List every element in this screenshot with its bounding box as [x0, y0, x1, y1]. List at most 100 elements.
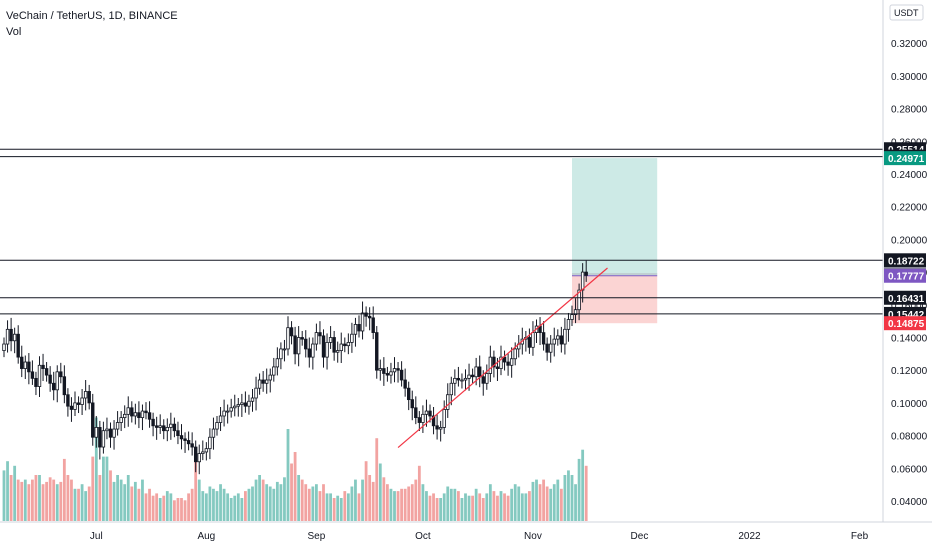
price-label-box: [884, 151, 926, 166]
stop-zone[interactable]: [572, 275, 658, 324]
volume-bar: [549, 488, 553, 521]
candle-body: [247, 400, 251, 407]
volume-bar: [545, 486, 549, 521]
volume-bar: [520, 493, 524, 521]
price-label-box: [884, 316, 926, 331]
volume-bar: [538, 484, 542, 521]
candle-body: [367, 315, 372, 319]
volume-bar: [16, 479, 20, 521]
volume-bar: [464, 493, 467, 521]
candle-body: [144, 410, 148, 414]
candle-body: [549, 343, 553, 353]
candle-body: [371, 317, 375, 333]
candle-body: [300, 337, 304, 340]
volume-bar: [201, 491, 205, 521]
currency-badge[interactable]: [889, 4, 924, 21]
volume-bar: [208, 486, 212, 521]
volume-bar: [45, 481, 48, 521]
candle-body: [108, 428, 113, 438]
candle-body: [541, 332, 546, 345]
volume-bar: [109, 470, 112, 521]
candle-body: [453, 377, 457, 384]
candle-body: [346, 342, 351, 347]
volume-bar: [453, 488, 457, 521]
volume-bar: [62, 458, 66, 521]
volume-bar: [73, 488, 77, 521]
volume-bar: [265, 484, 269, 521]
volume-bar: [474, 488, 478, 521]
volume-bar: [559, 488, 563, 521]
volume-bar: [116, 475, 119, 521]
price-label-box: [884, 268, 926, 283]
candle-body: [563, 328, 567, 345]
volume-bar: [517, 486, 521, 521]
target-zone[interactable]: [572, 158, 658, 276]
candle-body: [304, 338, 308, 350]
volume-bar: [410, 484, 414, 521]
volume-bar: [531, 481, 535, 521]
volume-bar: [371, 481, 375, 521]
volume-bar: [275, 481, 279, 521]
candle-body: [364, 312, 368, 317]
volume-bar: [229, 498, 233, 521]
candle-body: [460, 379, 464, 382]
volume-bar: [570, 475, 574, 521]
volume-bar: [219, 484, 222, 521]
volume-bar: [357, 493, 361, 521]
volume-bar: [386, 484, 389, 521]
candle-body: [204, 448, 209, 453]
volume-bar: [27, 484, 31, 521]
candle-body: [59, 371, 63, 378]
volume-bar: [77, 488, 80, 521]
candle-body: [240, 402, 244, 405]
volume-bar: [499, 491, 503, 521]
candle-body: [289, 327, 294, 337]
volume-bar: [23, 479, 27, 521]
candle-body: [222, 410, 226, 417]
candle-body: [403, 379, 407, 389]
volume-bar: [584, 465, 588, 521]
volume-bar: [478, 493, 482, 521]
candle-body: [339, 343, 343, 351]
volume-bar: [446, 486, 450, 521]
candle-body: [169, 423, 173, 428]
currency-label: USDT: [894, 8, 919, 18]
candle-body: [406, 387, 411, 401]
candle-body: [133, 412, 138, 417]
candle-body: [428, 410, 432, 417]
candle-body: [385, 373, 390, 376]
candle-body: [296, 337, 301, 355]
volume-bar: [261, 479, 265, 521]
candle-body: [502, 356, 507, 363]
volume-bar: [119, 479, 123, 521]
candle-body: [357, 324, 361, 332]
volume-bar: [336, 495, 340, 521]
candle-body: [112, 428, 116, 438]
candle-body: [154, 425, 159, 428]
volume-bar: [315, 484, 318, 521]
price-label-box: [884, 290, 926, 305]
volume-bar: [215, 491, 219, 521]
volume-bar: [432, 493, 435, 521]
candle-body: [378, 368, 382, 371]
candle-body: [375, 332, 379, 371]
volume-bar: [300, 479, 304, 521]
candle-body: [353, 324, 358, 335]
candle-body: [105, 428, 109, 432]
candle-body: [73, 402, 77, 410]
volume-bar: [297, 475, 301, 521]
volume-bar: [137, 488, 141, 521]
candle-body: [83, 391, 88, 399]
candle-body: [584, 271, 588, 276]
volume-bar: [70, 479, 73, 521]
volume-bar: [485, 493, 489, 521]
candle-body: [570, 314, 574, 320]
candle-body: [186, 440, 191, 445]
candle-body: [506, 361, 510, 366]
candle-body: [158, 425, 162, 428]
candle-body: [162, 425, 166, 432]
volume-bar: [503, 493, 506, 521]
volume-bar: [496, 495, 499, 521]
